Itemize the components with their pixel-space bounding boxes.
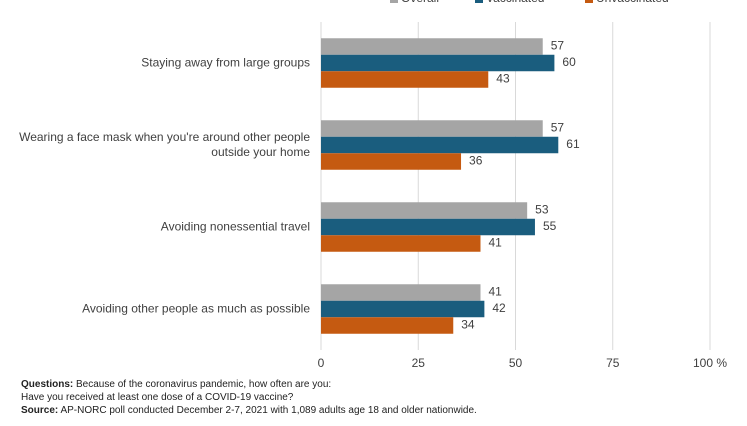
notes: Questions: Because of the coronavirus pa… (21, 378, 477, 417)
bar (321, 202, 528, 219)
data-label: 36 (469, 154, 483, 168)
x-tick-label: 0 (318, 356, 325, 370)
category-label: Avoiding nonessential travel (160, 219, 310, 234)
data-label: 60 (562, 55, 576, 69)
x-tick-label: 100 % (693, 356, 727, 370)
x-tick-label: 25 (412, 356, 426, 370)
data-label: 53 (535, 203, 549, 217)
data-label: 42 (492, 301, 506, 315)
note-line: Source: AP-NORC poll conducted December … (21, 404, 477, 417)
note-text: Because of the coronavirus pandemic, how… (76, 379, 332, 390)
note-label: Source: (21, 405, 59, 416)
category-label: Avoiding other people as much as possibl… (82, 301, 310, 316)
data-label: 43 (496, 72, 510, 86)
legend-swatch (585, 0, 593, 3)
bar (321, 153, 462, 170)
legend-swatch (390, 0, 398, 3)
bar (321, 218, 535, 236)
note-text: Have you received at least one dose of a… (21, 392, 294, 403)
legend-label: Vaccinated (486, 0, 544, 5)
note-label: Questions: (21, 379, 74, 390)
bar (321, 71, 489, 88)
data-label: 34 (461, 318, 475, 332)
data-label: 57 (551, 39, 565, 53)
data-label: 61 (566, 137, 580, 151)
data-label: 41 (488, 236, 502, 250)
bar (321, 317, 454, 334)
data-label: 55 (543, 219, 557, 233)
note-line: Have you received at least one dose of a… (21, 391, 477, 404)
x-tick-label: 50 (509, 356, 523, 370)
note-line: Questions: Because of the coronavirus pa… (21, 378, 477, 391)
bar (321, 54, 555, 72)
bar (321, 136, 559, 154)
bar (321, 300, 485, 318)
data-label: 57 (551, 121, 565, 135)
x-tick-label: 75 (606, 356, 620, 370)
bar (321, 120, 543, 137)
legend-label: Unvaccinated (596, 0, 669, 5)
bar (321, 235, 481, 252)
bar (321, 38, 543, 55)
category-label: Staying away from large groups (141, 55, 310, 70)
note-text: AP-NORC poll conducted December 2-7, 202… (60, 405, 477, 416)
bar (321, 284, 481, 301)
legend-swatch (475, 0, 483, 3)
data-label: 41 (488, 285, 502, 299)
category-label: Wearing a face mask when you're around o… (19, 130, 310, 159)
legend-label: Overall (401, 0, 439, 5)
